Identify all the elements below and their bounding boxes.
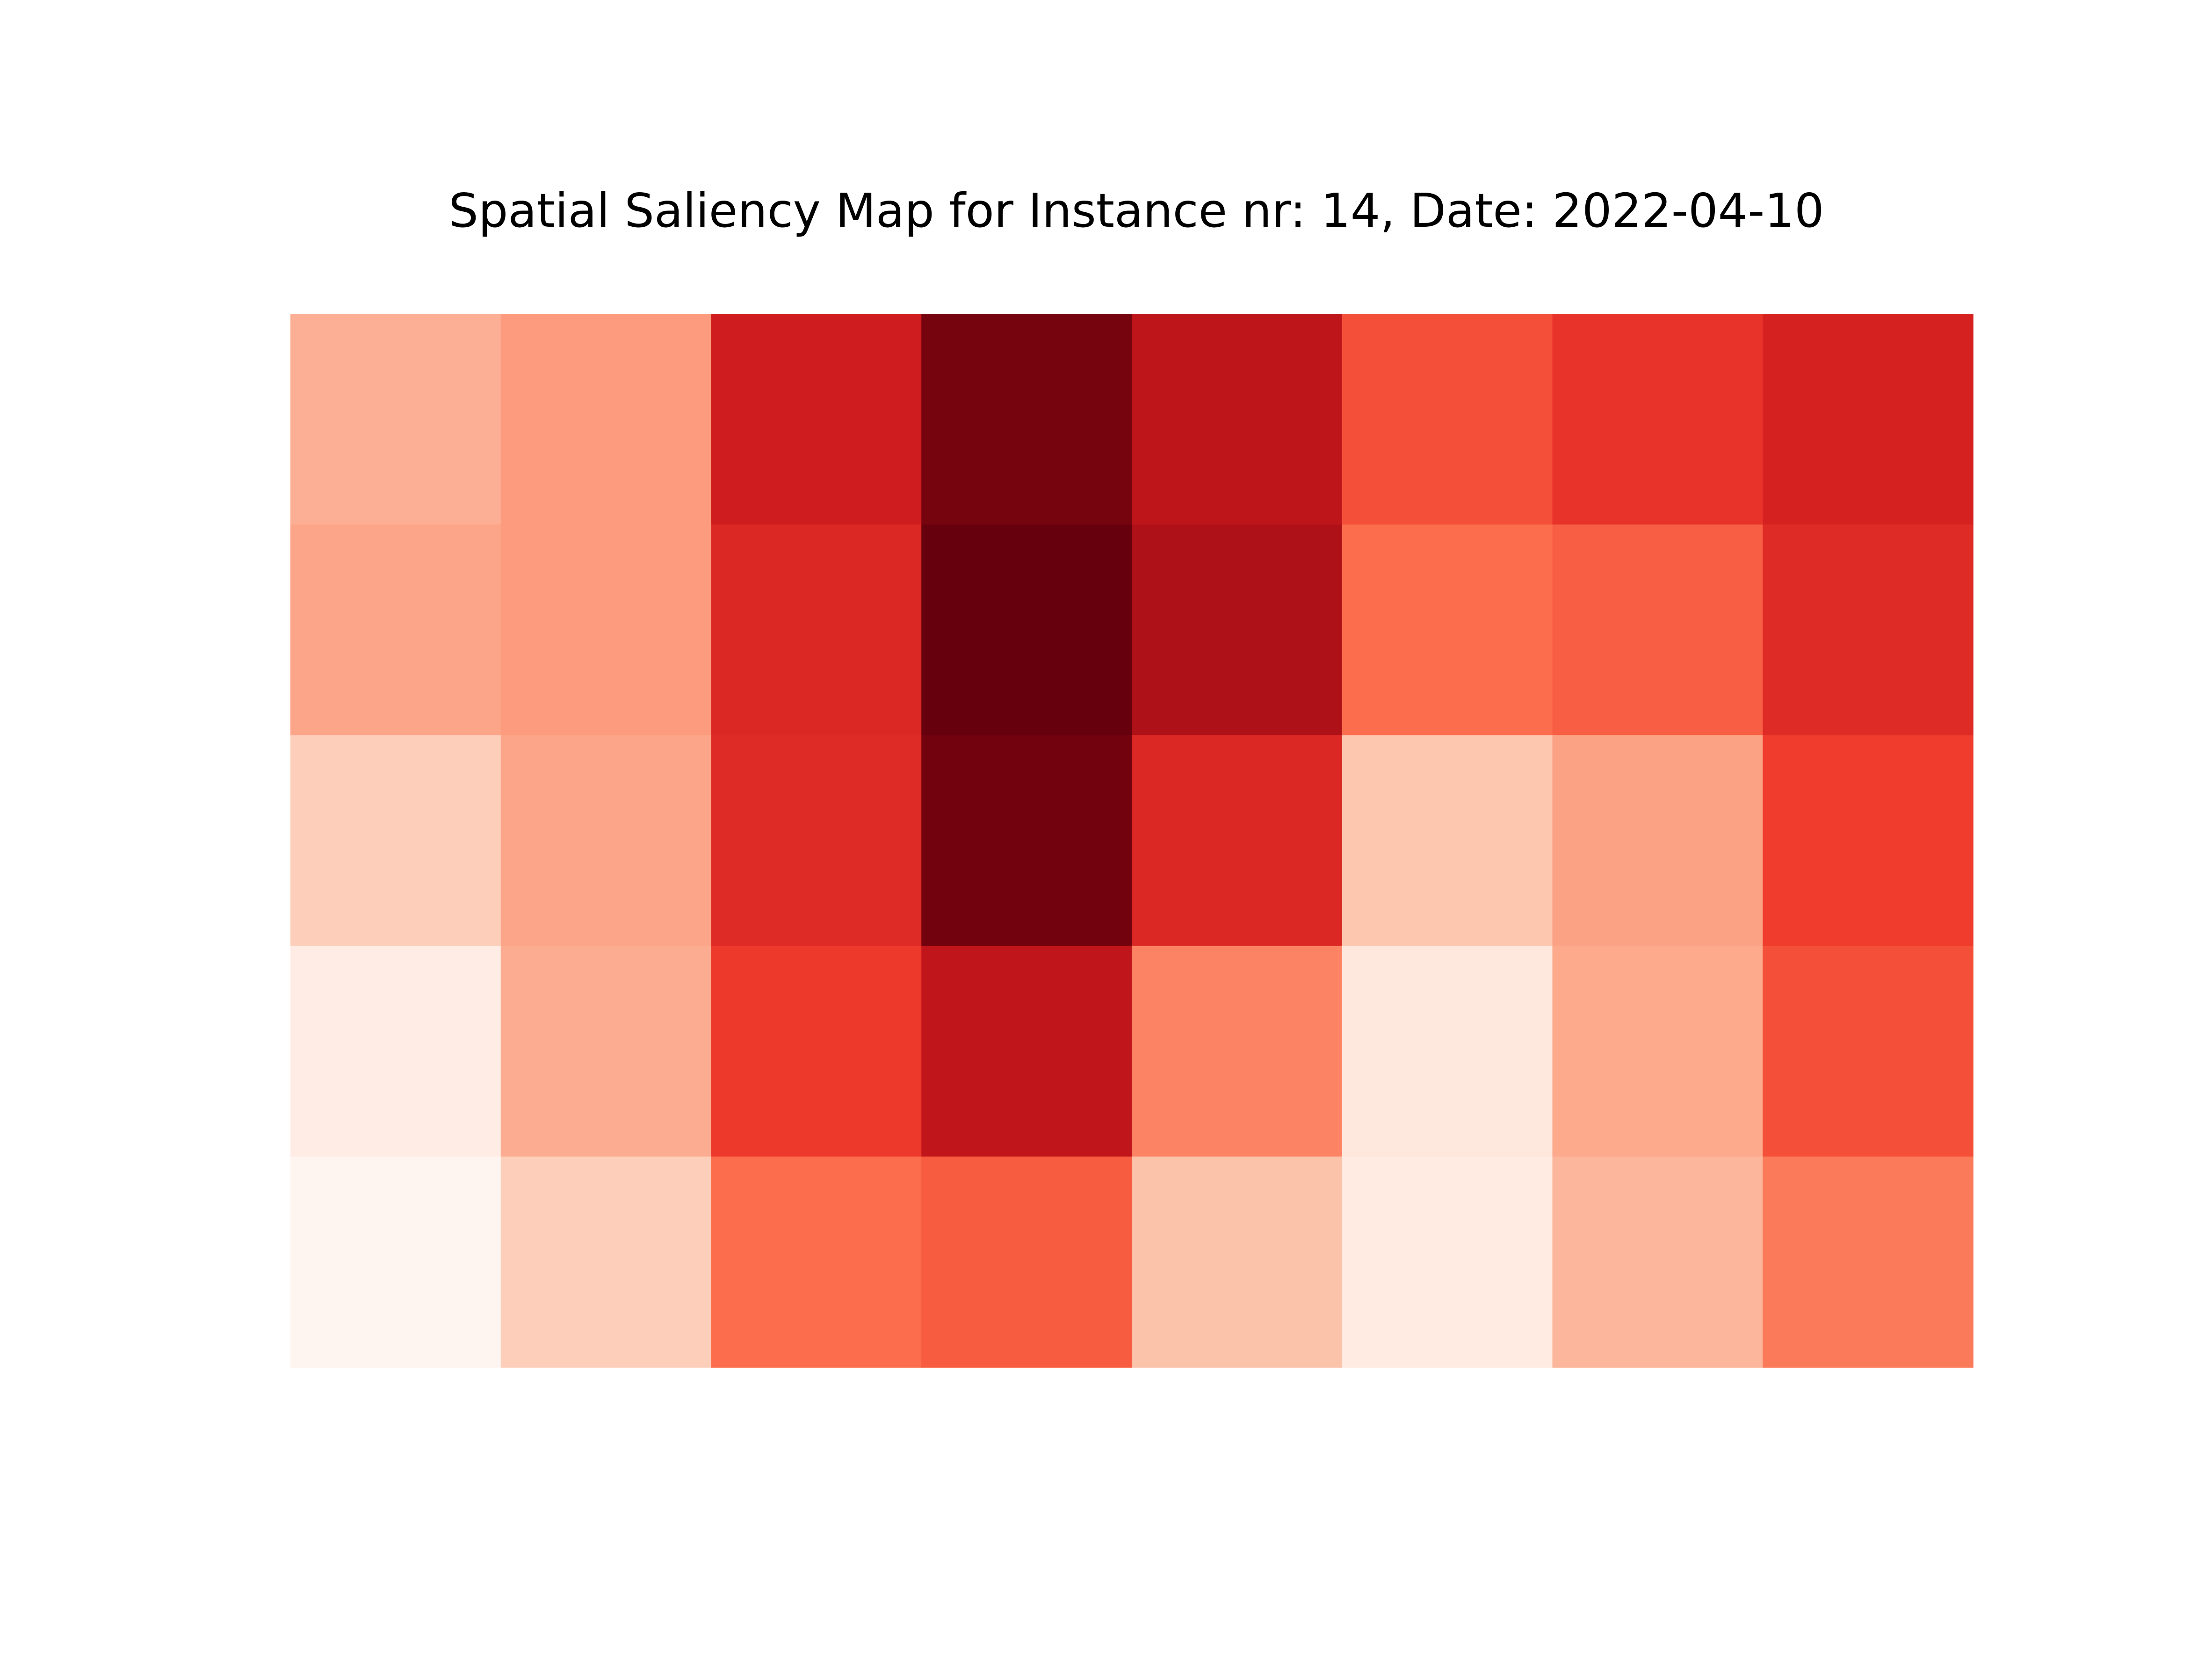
heatmap-cell-r0-c1 bbox=[500, 314, 712, 525]
heatmap-cell-r0-c4 bbox=[1132, 314, 1343, 525]
heatmap-cell-r3-c6 bbox=[1552, 946, 1764, 1157]
heatmap-cell-r1-c2 bbox=[711, 524, 922, 736]
heatmap-grid bbox=[290, 314, 1973, 1368]
heatmap-cell-r2-c3 bbox=[921, 735, 1132, 946]
heatmap-cell-r0-c3 bbox=[921, 314, 1132, 525]
heatmap-cell-r2-c0 bbox=[290, 735, 501, 946]
heatmap-cell-r3-c5 bbox=[1342, 946, 1553, 1157]
chart-title: Spatial Saliency Map for Instance nr: 14… bbox=[448, 183, 1824, 238]
heatmap-cell-r0-c7 bbox=[1763, 314, 1973, 525]
heatmap-cell-r4-c0 bbox=[290, 1156, 501, 1368]
heatmap-cell-r2-c1 bbox=[500, 735, 712, 946]
heatmap-cell-r4-c6 bbox=[1552, 1156, 1764, 1368]
heatmap-cell-r1-c1 bbox=[500, 524, 712, 736]
heatmap-cell-r4-c4 bbox=[1132, 1156, 1343, 1368]
heatmap-cell-r3-c4 bbox=[1132, 946, 1343, 1157]
heatmap-cell-r1-c5 bbox=[1342, 524, 1553, 736]
heatmap-cell-r1-c3 bbox=[921, 524, 1132, 736]
heatmap-cell-r1-c6 bbox=[1552, 524, 1764, 736]
heatmap-cell-r3-c7 bbox=[1763, 946, 1973, 1157]
heatmap-cell-r2-c2 bbox=[711, 735, 922, 946]
heatmap-cell-r3-c2 bbox=[711, 946, 922, 1157]
heatmap-cell-r4-c2 bbox=[711, 1156, 922, 1368]
heatmap-cell-r1-c0 bbox=[290, 524, 501, 736]
heatmap-cell-r2-c6 bbox=[1552, 735, 1764, 946]
heatmap-cell-r4-c3 bbox=[921, 1156, 1132, 1368]
heatmap-cell-r3-c3 bbox=[921, 946, 1132, 1157]
heatmap-cell-r3-c0 bbox=[290, 946, 501, 1157]
heatmap-cell-r2-c4 bbox=[1132, 735, 1343, 946]
heatmap-cell-r3-c1 bbox=[500, 946, 712, 1157]
heatmap-cell-r0-c0 bbox=[290, 314, 501, 525]
heatmap-cell-r4-c5 bbox=[1342, 1156, 1553, 1368]
heatmap-cell-r1-c4 bbox=[1132, 524, 1343, 736]
heatmap-cell-r0-c5 bbox=[1342, 314, 1553, 525]
heatmap-cell-r4-c1 bbox=[500, 1156, 712, 1368]
heatmap-cell-r2-c5 bbox=[1342, 735, 1553, 946]
heatmap-cell-r0-c2 bbox=[711, 314, 922, 525]
heatmap-cell-r4-c7 bbox=[1763, 1156, 1973, 1368]
heatmap-cell-r1-c7 bbox=[1763, 524, 1973, 736]
heatmap-cell-r0-c6 bbox=[1552, 314, 1764, 525]
heatmap-cell-r2-c7 bbox=[1763, 735, 1973, 946]
